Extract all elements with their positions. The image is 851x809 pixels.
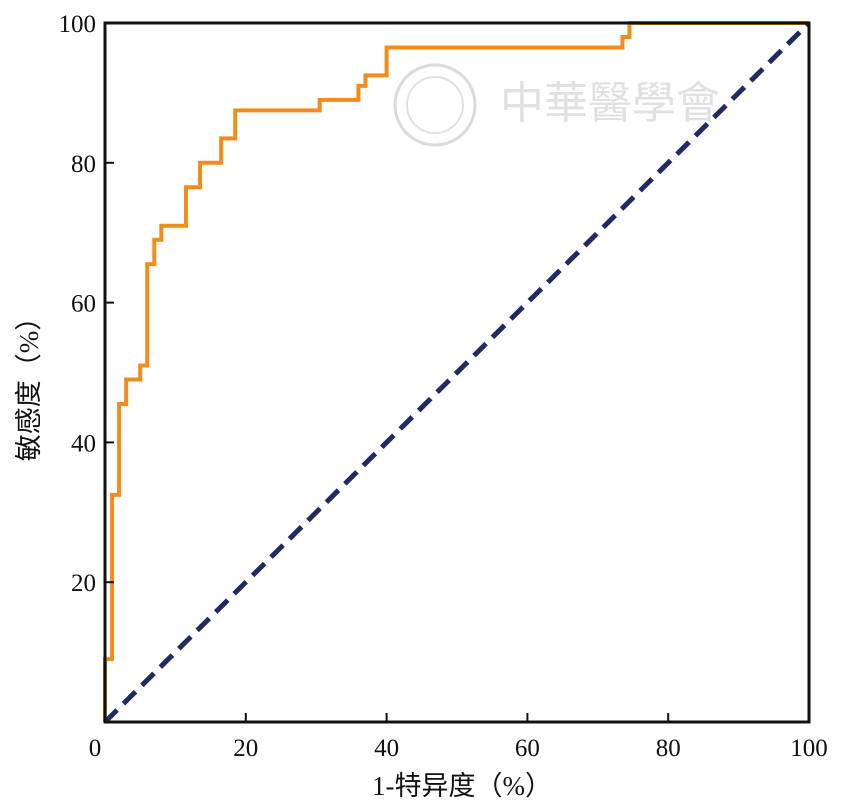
x-tick-label: 20 bbox=[233, 735, 258, 762]
y-tick-label: 60 bbox=[71, 291, 96, 318]
x-tick-label: 80 bbox=[656, 735, 681, 762]
x-axis-ticks: 0 20 40 60 80 100 bbox=[89, 713, 828, 762]
x-tick-label: 100 bbox=[790, 735, 828, 762]
watermark: 中華醫學會 bbox=[393, 63, 720, 147]
plot-frame bbox=[103, 21, 811, 724]
watermark-seal-icon bbox=[393, 63, 477, 147]
x-tick-label: 0 bbox=[89, 735, 102, 762]
y-tick-label: 40 bbox=[71, 430, 96, 457]
plot-series-group bbox=[103, 21, 811, 724]
y-tick-label: 20 bbox=[71, 570, 96, 597]
roc-curve-line bbox=[103, 21, 809, 722]
x-tick-label: 40 bbox=[374, 735, 399, 762]
watermark-seal-inner-ring bbox=[406, 76, 464, 134]
y-axis-title: 敏感度（%） bbox=[14, 304, 44, 462]
y-tick-label: 80 bbox=[71, 151, 96, 178]
x-tick-label: 60 bbox=[515, 735, 540, 762]
reference-diagonal-line bbox=[103, 21, 811, 724]
y-axis-ticks: 20 40 60 80 100 bbox=[59, 11, 114, 597]
y-tick-label: 100 bbox=[59, 11, 97, 38]
watermark-text: 中華醫學會 bbox=[500, 78, 720, 129]
x-axis-title: 1-特异度（%） bbox=[372, 771, 552, 801]
